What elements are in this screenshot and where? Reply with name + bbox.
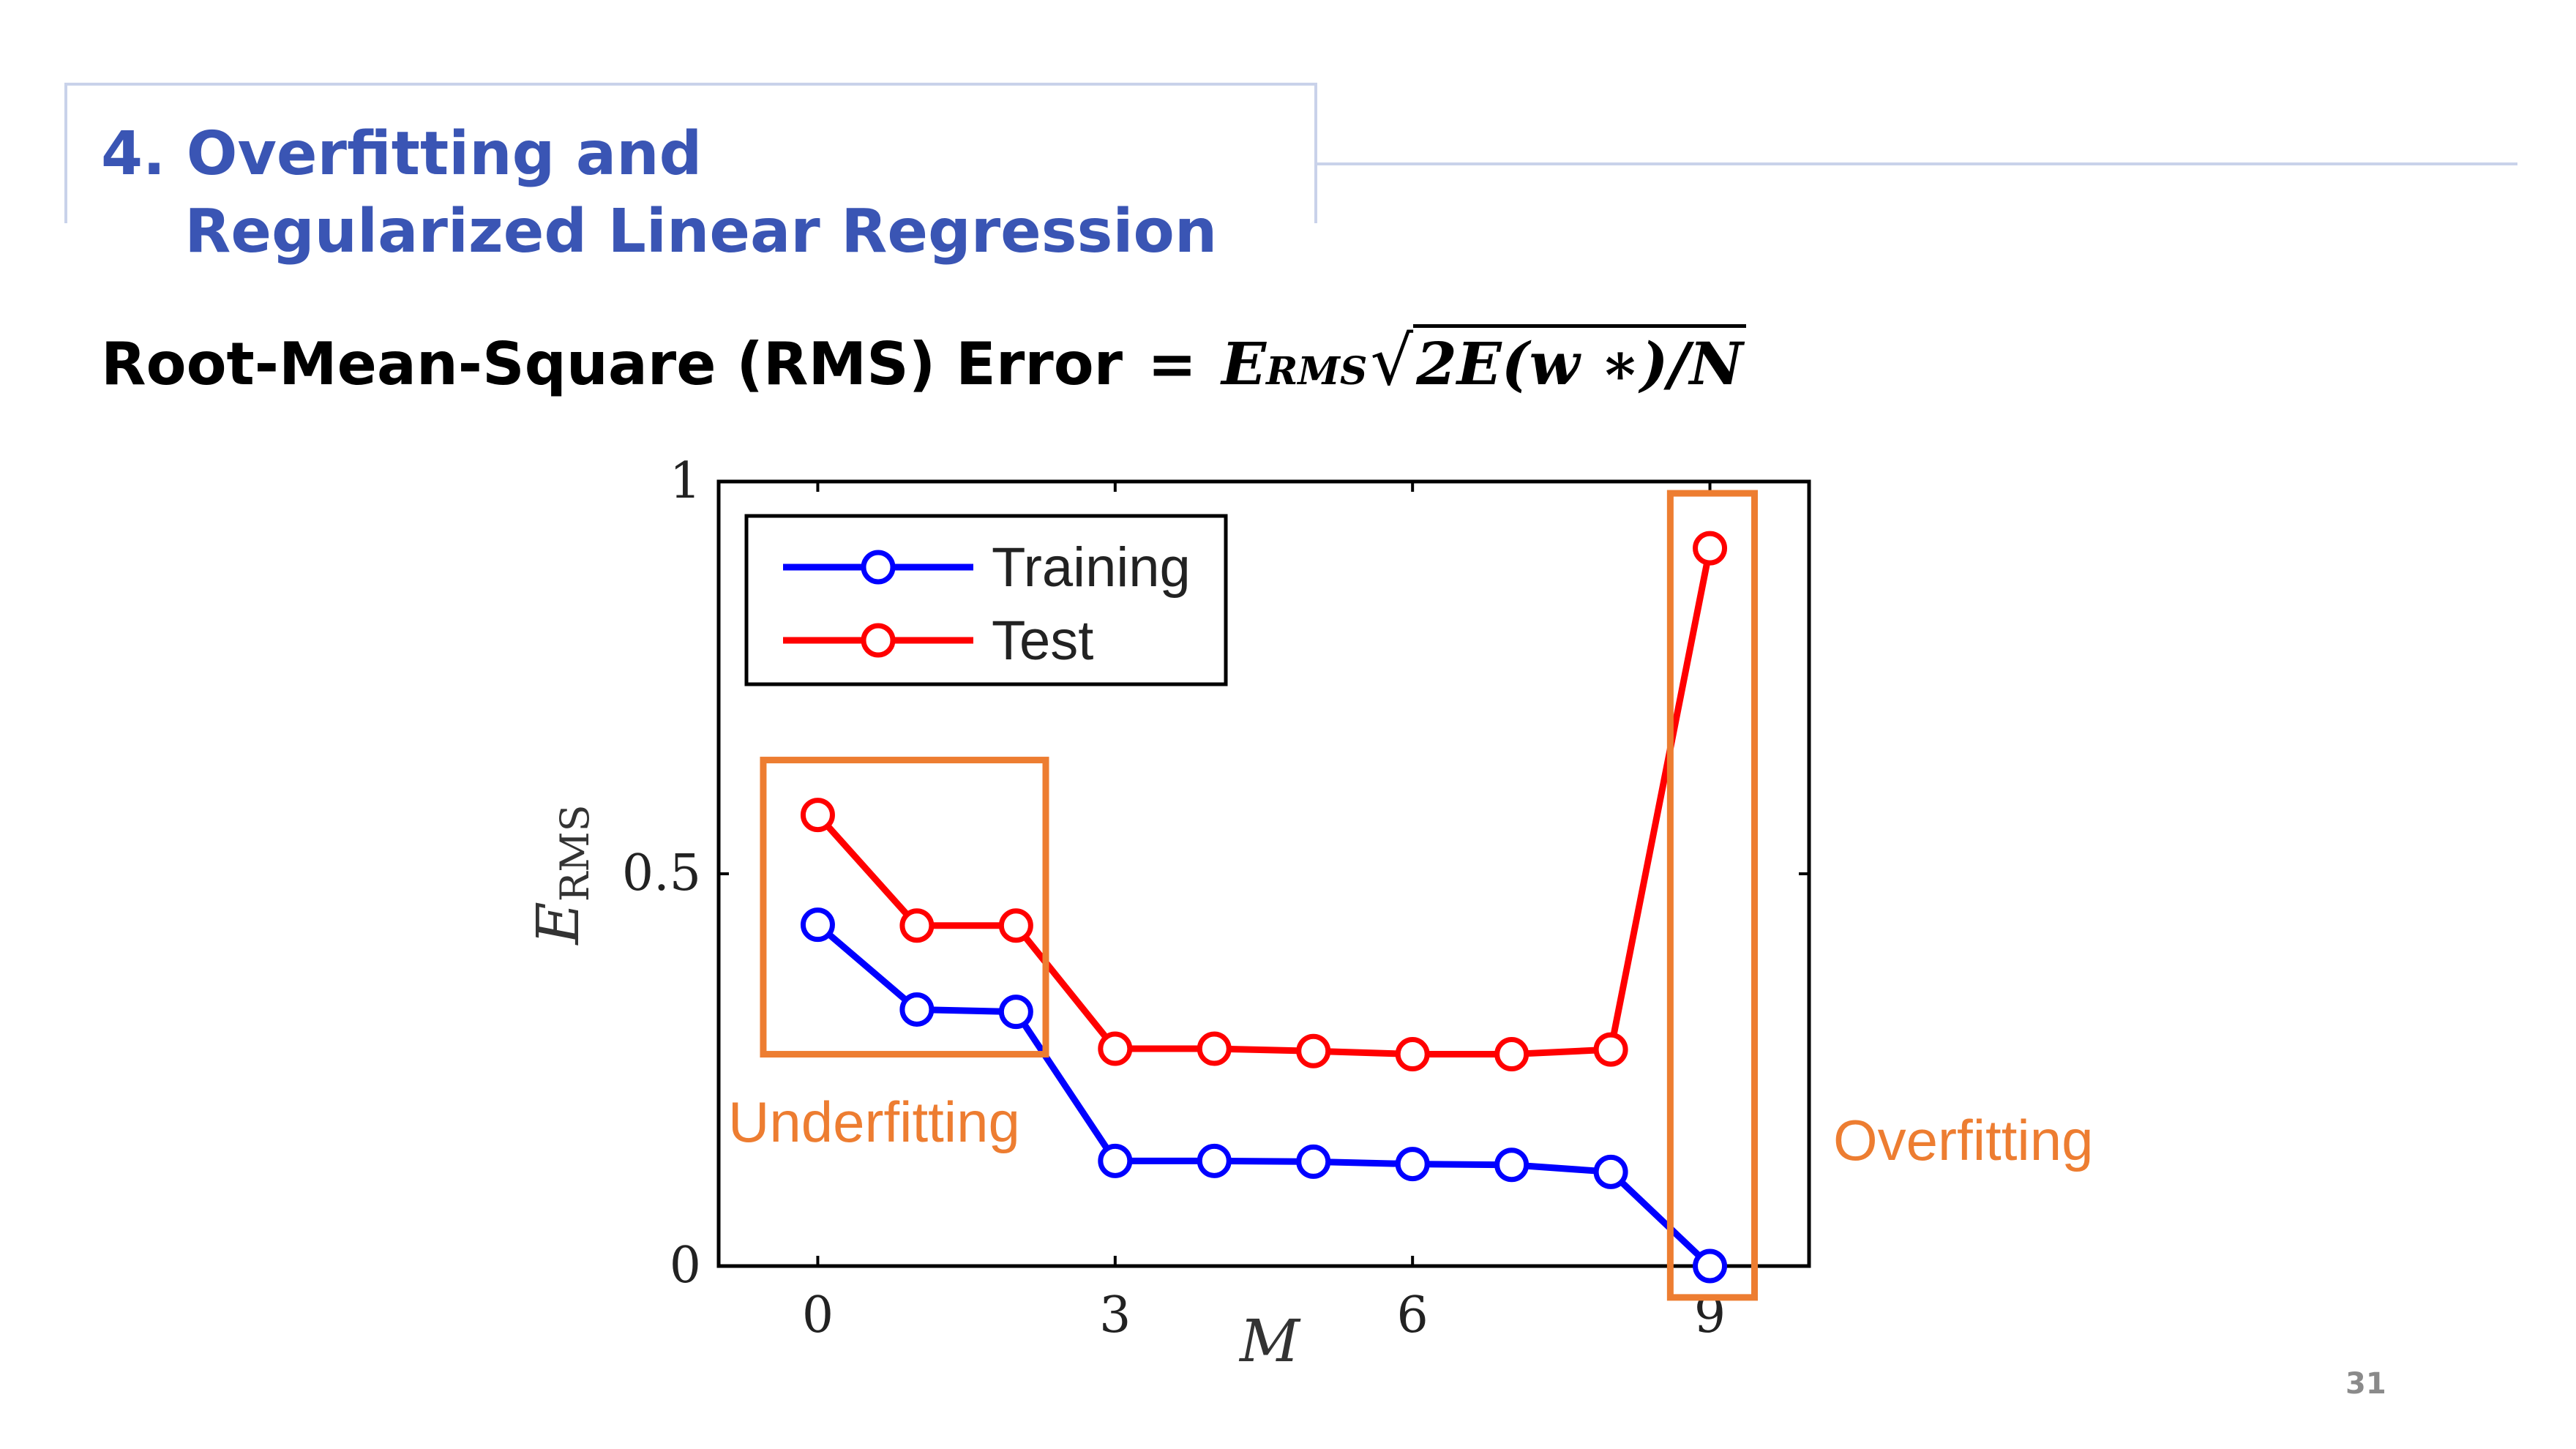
data-point-training <box>1593 1154 1628 1189</box>
data-point-test <box>1593 1032 1628 1067</box>
annotation-label-overfitting: Overfitting <box>1833 1108 2093 1172</box>
formula-lhs-subscript: RMS <box>1266 349 1368 394</box>
data-point-training <box>899 992 935 1027</box>
title-frame <box>64 83 1317 223</box>
slide-title: 4. Overfitting and Regularized Linear Re… <box>101 116 1217 271</box>
data-point-training <box>800 907 835 943</box>
formula-label: Root-Mean-Square (RMS) Error <box>101 330 1123 398</box>
square-root: √ 2E(w ∗)/N <box>1370 322 1746 400</box>
y-tick-label: 1 <box>670 452 701 510</box>
x-axis-label: M <box>1238 1307 1301 1375</box>
data-point-training <box>1296 1144 1331 1179</box>
data-point-training <box>1197 1143 1232 1178</box>
data-point-test <box>800 798 835 833</box>
data-point-training <box>1098 1143 1133 1178</box>
data-point-test <box>1693 531 1728 566</box>
slide-title-line1: 4. Overfitting and <box>101 119 703 189</box>
annotation-label-underfitting: Underfitting <box>728 1090 1020 1154</box>
data-point-training <box>998 995 1033 1030</box>
legend-entry-training: Training <box>992 536 1191 599</box>
annotation-box-underfitting <box>760 757 1049 1058</box>
title-underline <box>1317 162 2517 165</box>
series-line-training <box>815 922 1712 1269</box>
data-point-training <box>1494 1147 1530 1183</box>
data-point-test <box>1494 1037 1530 1072</box>
root-sign: √ <box>1370 322 1414 400</box>
y-axis-label-subscript: RMS <box>552 804 598 902</box>
data-point-test <box>1296 1033 1331 1068</box>
legend-box <box>744 514 1228 686</box>
data-point-test <box>1197 1031 1232 1066</box>
formula-radicand: 2E(w ∗)/N <box>1413 324 1746 398</box>
formula-expression: E RMS √ 2E(w ∗)/N <box>1221 322 1746 400</box>
page-number: 31 <box>2345 1367 2386 1401</box>
data-point-test <box>1098 1031 1133 1066</box>
formula-equals: = <box>1147 330 1197 398</box>
y-axis-label: ERMS <box>524 804 598 946</box>
x-tick-label: 3 <box>1099 1287 1131 1344</box>
data-point-test <box>1395 1037 1430 1072</box>
data-point-test <box>998 908 1033 943</box>
data-point-training <box>1395 1147 1430 1182</box>
legend-swatch-marker <box>861 550 896 585</box>
y-tick-label: 0.5 <box>622 845 701 902</box>
data-point-test <box>899 908 935 943</box>
annotation-box-overfitting <box>1666 490 1758 1301</box>
x-tick-label: 0 <box>802 1287 834 1344</box>
slide-title-line2: Regularized Linear Regression <box>101 197 1218 266</box>
legend-swatch-marker <box>861 623 896 658</box>
rms-formula: Root-Mean-Square (RMS) Error = E RMS √ 2E… <box>101 322 1746 400</box>
legend-entry-test: Test <box>992 610 1093 672</box>
formula-lhs: E <box>1221 329 1267 398</box>
y-tick-label: 0 <box>670 1237 701 1295</box>
data-point-training <box>1693 1248 1728 1284</box>
series-line-test <box>815 547 1713 1058</box>
x-tick-label: 6 <box>1397 1287 1429 1344</box>
